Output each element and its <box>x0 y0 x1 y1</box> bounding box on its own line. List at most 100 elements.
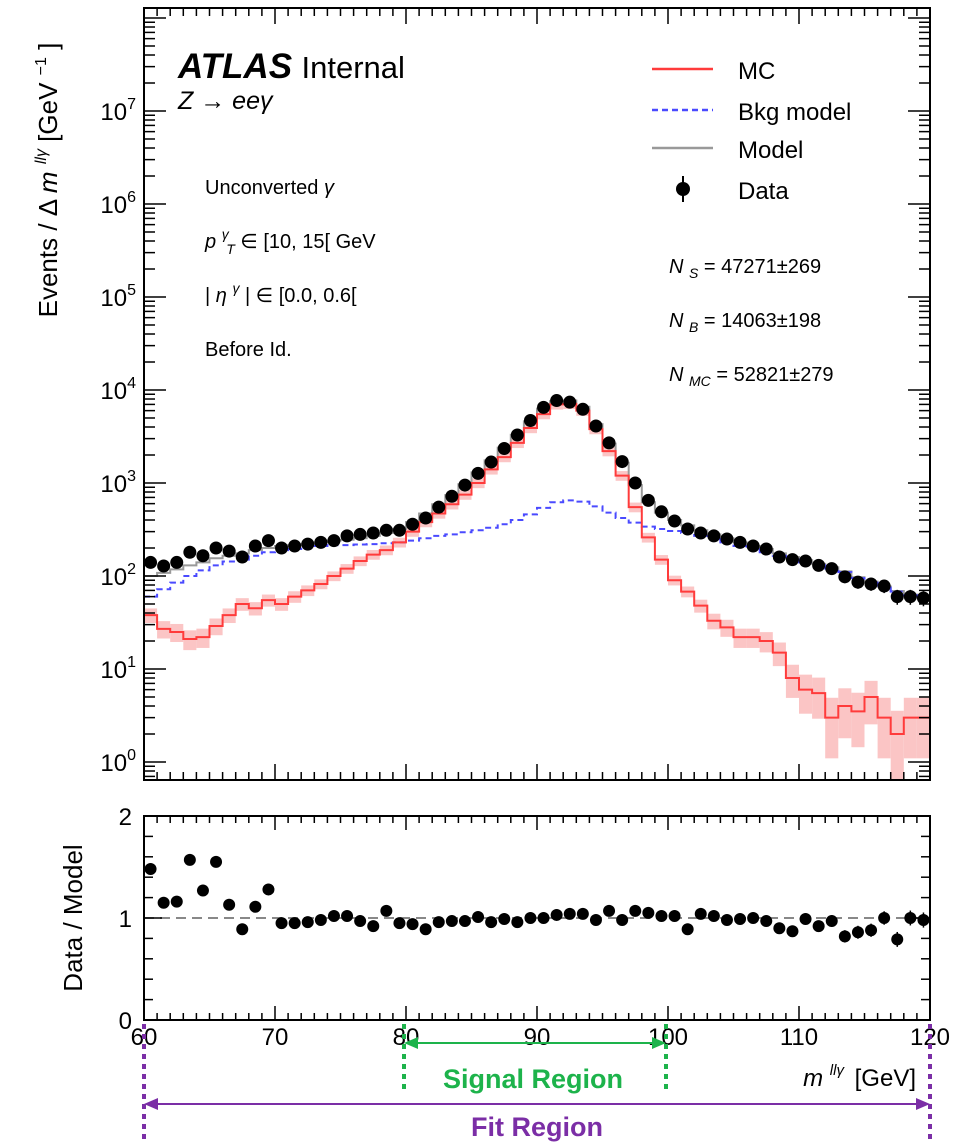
y-tick-label: 105 <box>100 282 136 312</box>
data-point <box>275 541 289 555</box>
data-point <box>510 428 524 442</box>
ratio-point <box>210 855 223 868</box>
ratio-point <box>642 906 655 919</box>
data-point <box>327 534 341 548</box>
ylabel-unit-exp: −1 <box>33 57 50 75</box>
y-tick-base: 10 <box>100 471 127 498</box>
ylabel-events: Events / <box>33 216 63 317</box>
sel-gamma: γ <box>324 177 335 199</box>
ratio-y-tick-label: 2 <box>119 804 132 831</box>
ratio-point <box>851 926 864 939</box>
ratio-point <box>170 895 183 908</box>
data-point <box>406 517 420 531</box>
ratio-point <box>563 907 576 920</box>
fit-region-label: Fit Region <box>471 1112 603 1142</box>
data-point <box>484 455 498 469</box>
y-tick-base: 10 <box>100 378 127 405</box>
main-plot-area <box>144 394 930 780</box>
selection-id: Before Id. <box>205 339 292 361</box>
data-point <box>144 555 158 569</box>
x-tick-label: 90 <box>524 1024 551 1051</box>
ratio-point <box>157 896 170 909</box>
ratio-point <box>550 908 563 921</box>
ratio-point <box>341 909 354 922</box>
data-point <box>209 541 223 555</box>
ratio-point <box>406 918 419 931</box>
data-point <box>733 535 747 549</box>
ylabel-delta: Δ <box>33 199 63 216</box>
ratio-point <box>472 910 485 923</box>
data-point <box>261 534 275 548</box>
ratio-point <box>629 904 642 917</box>
process-arrow: → <box>200 87 232 115</box>
ratio-y-tick-label: 0 <box>119 1008 132 1035</box>
ratio-point <box>367 920 380 933</box>
signal-region-arrowhead-right <box>652 1037 666 1049</box>
data-point <box>248 539 262 553</box>
data-point <box>720 532 734 546</box>
ratio-point <box>681 923 694 936</box>
y-tick-exponent: 1 <box>127 654 136 671</box>
mc-uncertainty-band <box>196 628 210 648</box>
data-point <box>432 500 446 514</box>
y-tick-exponent: 2 <box>127 561 136 578</box>
data-point <box>471 466 485 480</box>
ratio-plot-panel: 01260708090100110120 Data / Model <box>58 804 950 1051</box>
y-tick-base: 10 <box>100 285 127 312</box>
data-point <box>353 527 367 541</box>
data-point <box>864 577 878 591</box>
y-tick-label: 106 <box>100 189 136 219</box>
data-point <box>759 542 773 556</box>
ratio-point <box>904 912 917 924</box>
atlas-status: Internal <box>302 50 405 85</box>
data-point <box>602 436 616 450</box>
sel-eta-range: | ∈ [0.0, 0.6[ <box>245 285 357 307</box>
ratio-point <box>485 916 498 929</box>
data-point <box>890 590 904 604</box>
fit-region-arrowhead-right <box>916 1098 930 1110</box>
count-s-val: = 47271±269 <box>704 256 821 278</box>
ratio-point <box>773 922 786 935</box>
count-mc: N MC = 52821±279 <box>669 364 834 391</box>
ratio-point <box>825 915 838 928</box>
data-point <box>288 539 302 553</box>
ylabel-unit-close: ] <box>33 43 63 50</box>
ratio-point <box>799 913 812 926</box>
xlabel-m: m <box>803 1065 823 1092</box>
y-tick-exponent: 4 <box>127 375 136 392</box>
mc-uncertainty-band <box>759 632 773 653</box>
y-tick-label: 103 <box>100 468 136 498</box>
ratio-point <box>760 915 773 928</box>
data-point <box>523 413 537 427</box>
y-tick-label: 107 <box>100 96 136 126</box>
ratio-point <box>917 914 930 927</box>
ratio-point <box>891 933 904 946</box>
sel-eta-open: | <box>205 285 210 307</box>
main-y-axis-label: Events / Δ m llγ [GeV −1 ] <box>22 43 63 318</box>
data-point <box>576 402 590 416</box>
mc-uncertainty-band <box>183 630 197 651</box>
data-point <box>903 590 917 604</box>
ratio-point <box>747 912 760 924</box>
y-tick-base: 10 <box>100 750 127 777</box>
fit-region-annotation: Fit Region <box>142 1024 932 1142</box>
ratio-point <box>498 913 511 926</box>
ratio-point <box>419 923 432 936</box>
mc-uncertainty-band <box>864 680 878 725</box>
ratio-point <box>432 916 445 929</box>
y-tick-label: 102 <box>100 561 136 591</box>
data-point <box>916 591 930 605</box>
count-s-n: N <box>669 256 684 278</box>
data-point <box>563 395 577 409</box>
ylabel-m: m <box>33 171 63 193</box>
y-tick-base: 10 <box>100 657 127 684</box>
ratio-point <box>589 914 602 927</box>
data-point <box>707 529 721 543</box>
signal-region-label: Signal Region <box>443 1064 623 1094</box>
ratio-y-tick-label: 1 <box>119 906 132 933</box>
data-point <box>799 554 813 568</box>
mc-uncertainty-band <box>772 642 786 667</box>
selection-eta: | η γ | ∈ [0.0, 0.6[ <box>205 276 357 307</box>
ratio-point <box>694 907 707 920</box>
y-tick-label: 101 <box>100 654 136 684</box>
